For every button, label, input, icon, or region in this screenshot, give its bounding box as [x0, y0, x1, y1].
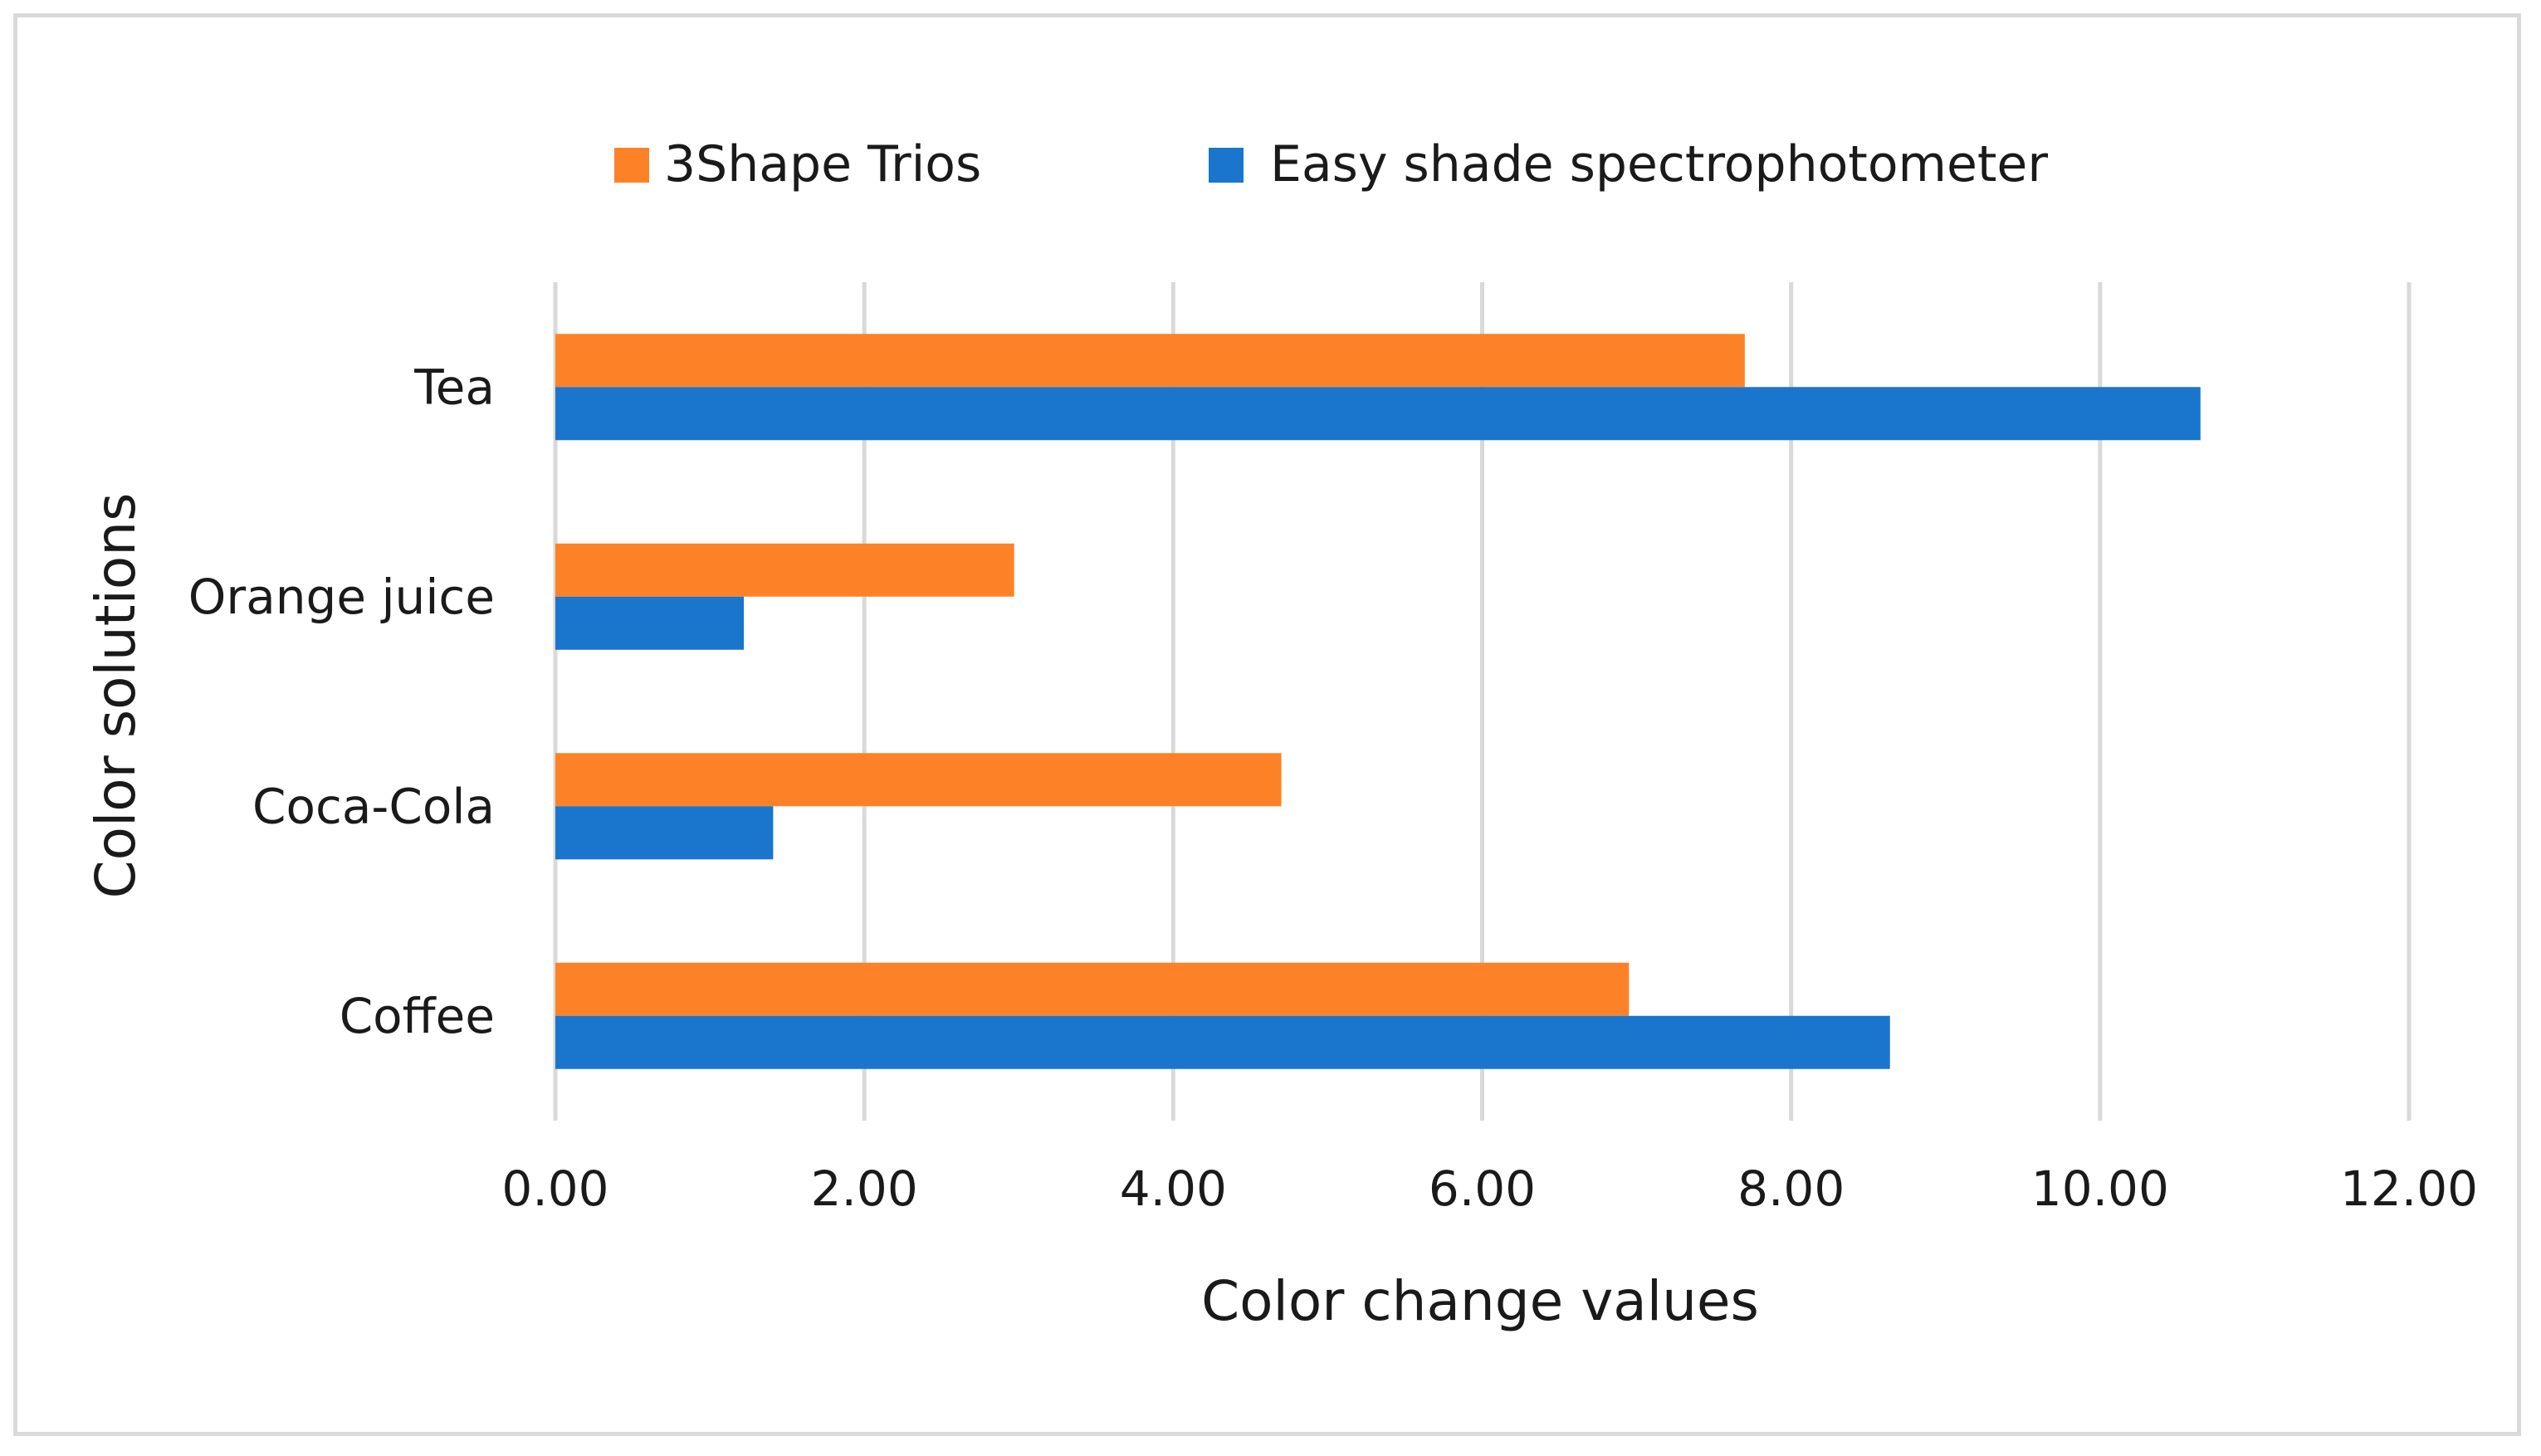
x-tick-label: 8.00: [1737, 1160, 1845, 1217]
bar-coffee-series-2: [555, 1015, 1890, 1069]
legend-swatch-2: [1209, 148, 1244, 183]
bar-coffee-series-1: [555, 962, 1630, 1016]
chart-frame: [13, 13, 2521, 1436]
x-tick-label: 12.00: [2340, 1160, 2478, 1217]
y-tick-label: Tea: [413, 359, 495, 415]
x-tick-labels: 0.00 2.00 4.00 6.00 8.00 10.00 12.00: [501, 1160, 2478, 1217]
bar-orange-juice-series-2: [555, 596, 745, 650]
legend-label-2: Easy shade spectrophotometer: [1270, 135, 2048, 193]
bars: [555, 334, 2201, 1069]
legend: 3Shape Trios Easy shade spectrophotometer: [614, 135, 2048, 193]
bar-coca-cola-series-1: [555, 753, 1282, 807]
bar-tea-series-1: [555, 334, 1745, 388]
legend-label-1: 3Shape Trios: [664, 135, 981, 193]
bar-tea-series-2: [555, 387, 2201, 441]
y-tick-label: Coffee: [340, 988, 495, 1044]
x-tick-label: 4.00: [1120, 1160, 1227, 1217]
bar-orange-juice-series-1: [555, 543, 1014, 597]
x-tick-label: 6.00: [1429, 1160, 1536, 1217]
y-tick-label: Coca-Cola: [252, 778, 495, 834]
legend-swatch-1: [614, 148, 649, 183]
y-axis-title: Color solutions: [84, 492, 148, 898]
y-tick-label: Orange juice: [188, 569, 495, 625]
x-axis-title: Color change values: [1201, 1269, 1759, 1333]
x-tick-label: 0.00: [501, 1160, 608, 1217]
y-tick-labels: Coffee Coca-Cola Orange juice Tea: [188, 359, 495, 1044]
x-tick-label: 10.00: [2031, 1160, 2169, 1217]
x-tick-label: 2.00: [811, 1160, 918, 1217]
bar-coca-cola-series-2: [555, 806, 774, 860]
